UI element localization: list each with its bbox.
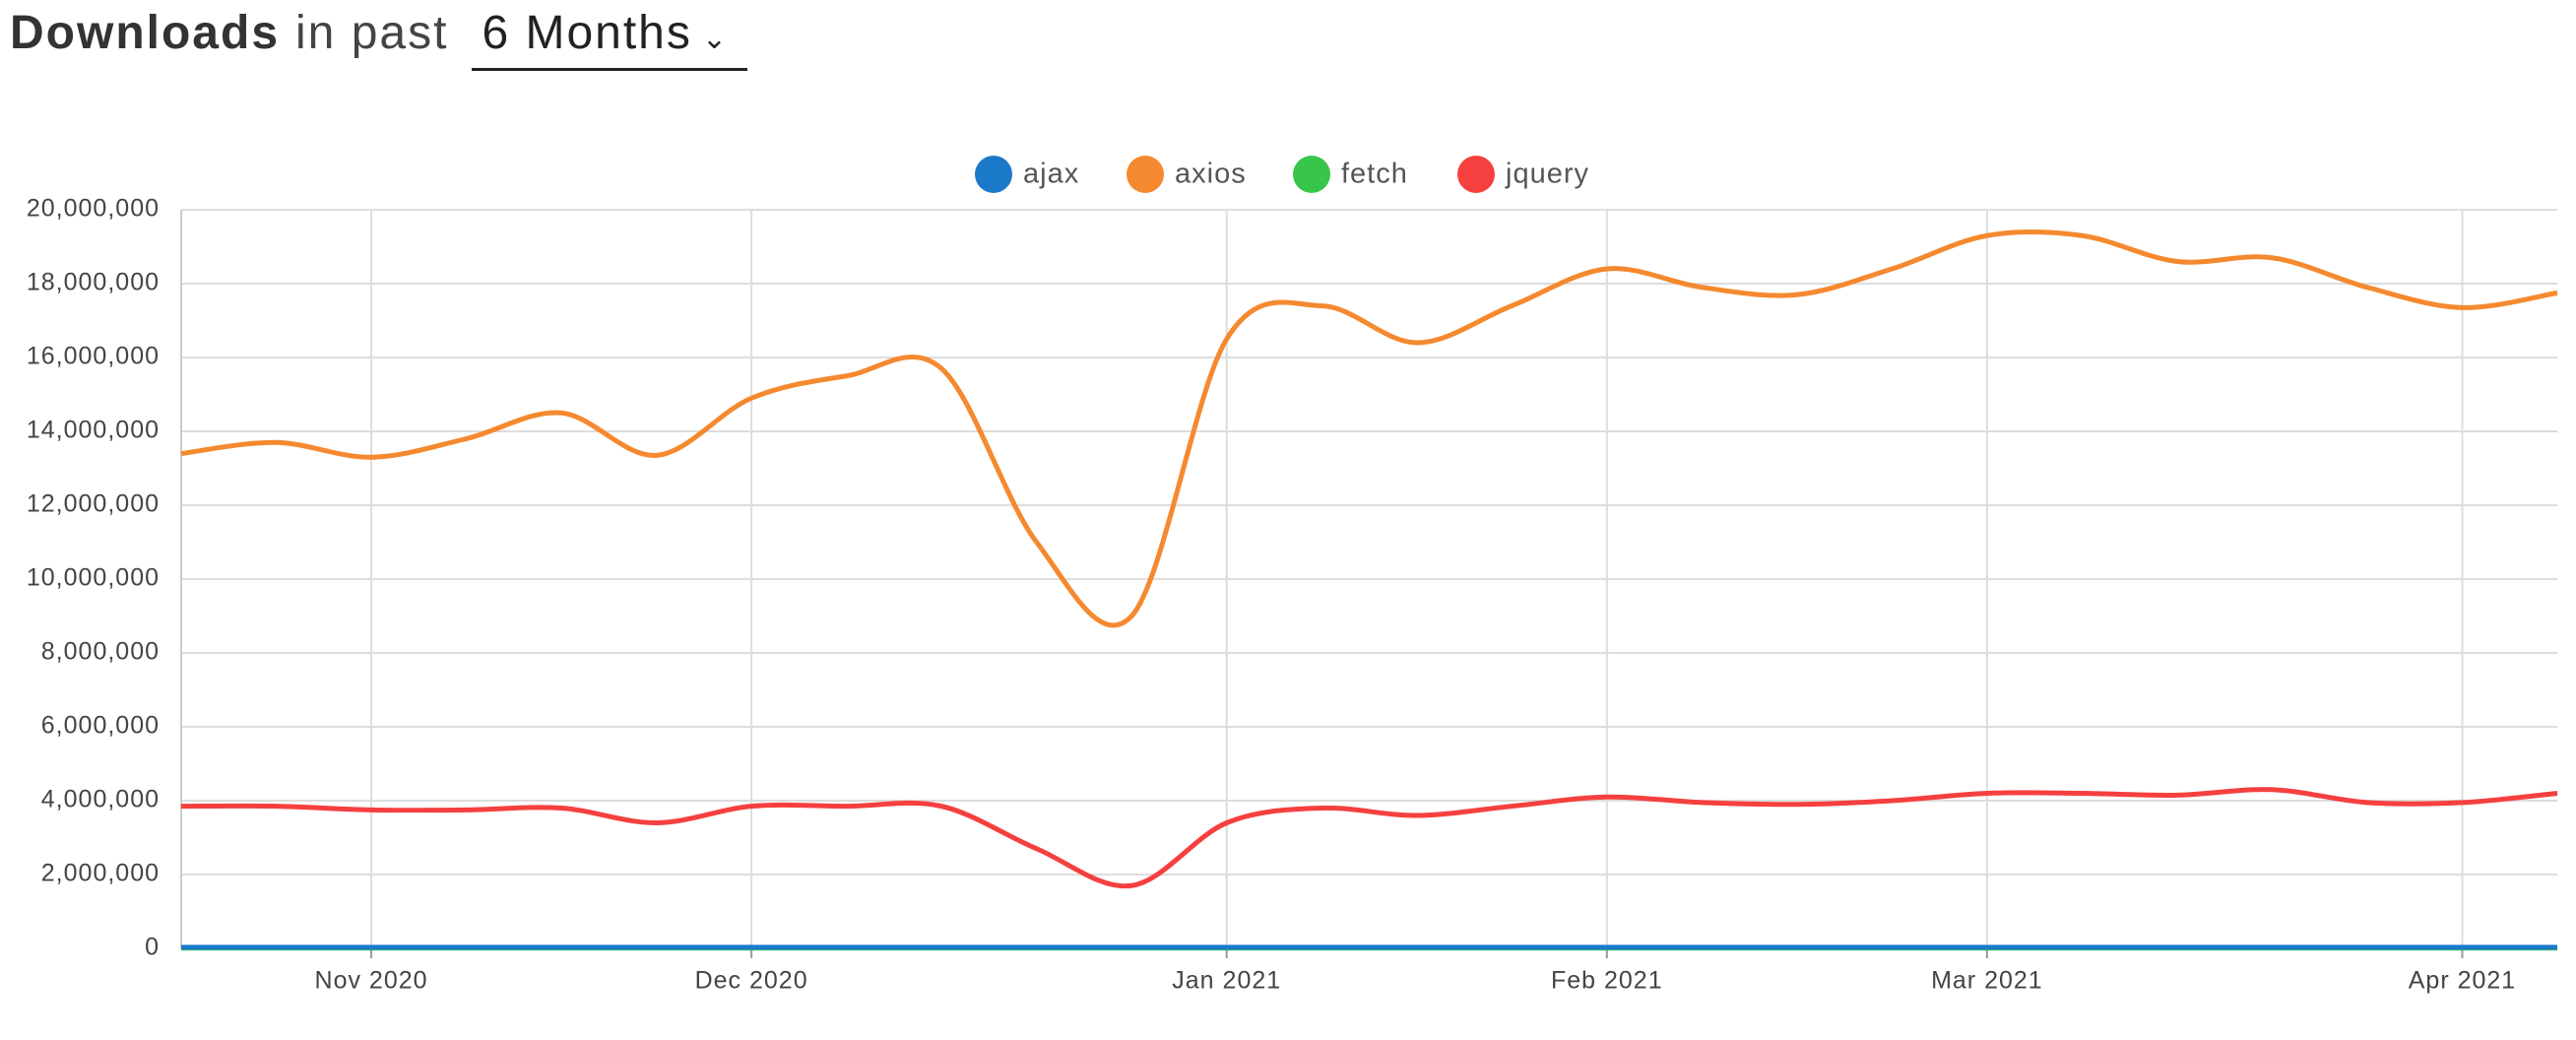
legend-label[interactable]: ajax xyxy=(1023,159,1079,190)
legend-label[interactable]: jquery xyxy=(1505,159,1589,190)
legend-label[interactable]: fetch xyxy=(1341,159,1408,190)
period-dropdown[interactable]: 6 Months ⌄ xyxy=(472,6,748,71)
x-tick-label: Nov 2020 xyxy=(315,967,428,995)
y-tick-label: 2,000,000 xyxy=(41,860,160,887)
legend-swatch[interactable] xyxy=(1127,156,1164,193)
legend-label[interactable]: axios xyxy=(1175,159,1247,190)
y-tick-label: 20,000,000 xyxy=(27,195,160,223)
title-prefix: in past xyxy=(295,7,449,59)
y-tick-label: 14,000,000 xyxy=(27,417,160,444)
y-tick-label: 10,000,000 xyxy=(27,564,160,592)
legend-swatch[interactable] xyxy=(1457,156,1495,193)
y-tick-label: 6,000,000 xyxy=(41,712,160,740)
header: Downloads in past 6 Months ⌄ xyxy=(10,6,748,71)
y-tick-label: 18,000,000 xyxy=(27,269,160,296)
x-tick-label: Apr 2021 xyxy=(2409,967,2516,995)
line-jquery xyxy=(180,787,2558,889)
y-tick-label: 0 xyxy=(145,934,160,961)
line-axios xyxy=(180,229,2558,628)
legend-swatch[interactable] xyxy=(1293,156,1330,193)
y-tick-label: 8,000,000 xyxy=(41,638,160,666)
x-tick-label: Jan 2021 xyxy=(1172,967,1281,995)
x-tick-label: Mar 2021 xyxy=(1931,967,2043,995)
y-tick-label: 12,000,000 xyxy=(27,490,160,518)
y-tick-label: 16,000,000 xyxy=(27,343,160,370)
period-value: 6 Months xyxy=(482,7,692,59)
title: Downloads xyxy=(10,7,281,59)
legend-swatch[interactable] xyxy=(975,156,1012,193)
x-tick-label: Dec 2020 xyxy=(695,967,808,995)
x-tick-label: Feb 2021 xyxy=(1551,967,1663,995)
y-tick-label: 4,000,000 xyxy=(41,786,160,813)
chevron: ⌄ xyxy=(701,23,730,55)
